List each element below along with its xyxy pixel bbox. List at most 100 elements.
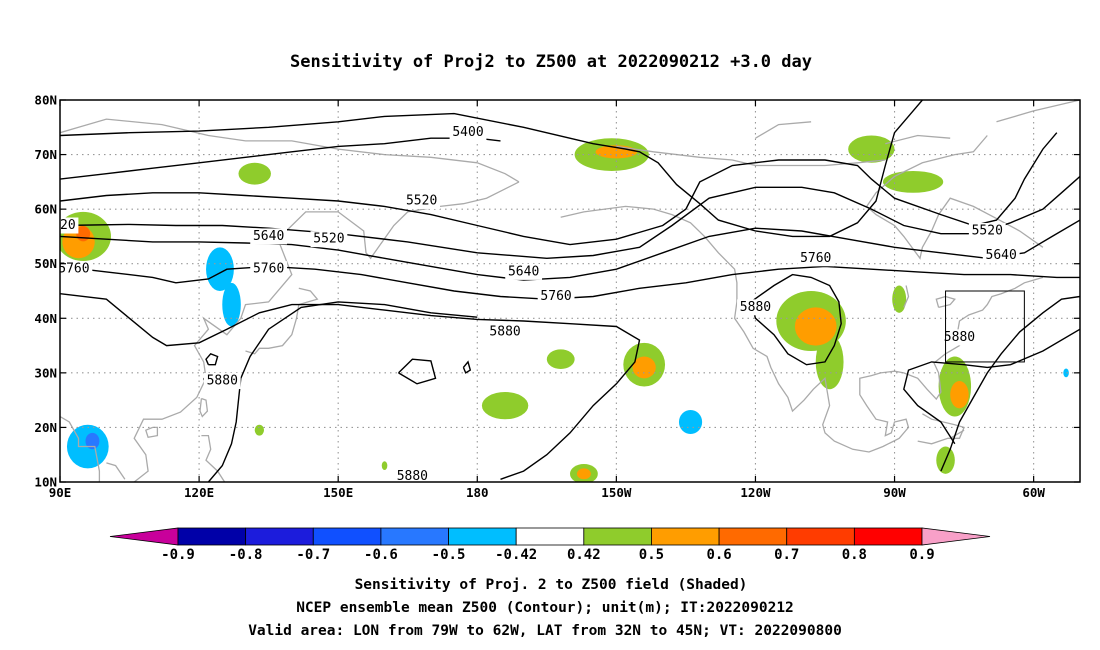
contour-label-bg: [737, 299, 774, 316]
colorbar-label-1: -0.8: [229, 547, 263, 563]
y-tick-label-7: 80N: [34, 93, 57, 108]
shade-region-27: [381, 461, 388, 470]
contour-label-bg: [486, 323, 524, 340]
coastline-11: [755, 121, 812, 139]
contour-label-3: 5520: [313, 232, 344, 247]
shade-region-7: [85, 432, 100, 450]
x-tick-label-7: 60W: [1022, 485, 1045, 500]
x-tick-label-2: 150E: [323, 485, 353, 500]
caption-line-1: Sensitivity of Proj. 2 to Z500 field (Sh…: [355, 577, 748, 593]
shade-region-14: [794, 307, 837, 346]
contour-label-1: 5520: [406, 193, 437, 208]
colorbar-label-10: 0.8: [842, 547, 867, 563]
shade-region-5: [222, 282, 241, 327]
colorbar-label-4: -0.5: [432, 547, 466, 563]
contour-line-7: [207, 301, 478, 482]
coastline-16: [903, 285, 910, 308]
colorbar-label-8: 0.6: [706, 547, 731, 563]
coastline-15: [935, 295, 956, 309]
contour-label-bg: [60, 217, 79, 234]
x-tick-label-3: 180: [466, 485, 489, 500]
contour-label-7: 5640: [986, 248, 1017, 263]
x-axis-ticks: 90E 120E 150E 180 150W 120W 90W 60W: [49, 100, 1045, 500]
contour-line-8: [750, 273, 842, 366]
contour-line-1: [60, 137, 501, 180]
shade-region-10: [848, 135, 895, 163]
coastline-5: [201, 434, 226, 482]
contour-label-bg: [449, 124, 487, 141]
contour-line-11: [205, 352, 219, 366]
y-tick-label-3: 40N: [34, 311, 57, 326]
contour-label-bg: [310, 231, 348, 248]
caption-line-2: NCEP ensemble mean Z500 (Contour); unit(…: [296, 600, 794, 616]
shade-region-22: [481, 391, 529, 420]
x-tick-label-4: 150W: [601, 485, 632, 500]
contour-label-5: 5640: [253, 229, 284, 244]
contour-label-bg: [982, 247, 1020, 264]
coastline-9: [996, 100, 1080, 123]
colorbar-box-6: [583, 527, 652, 546]
contour-line-13: [398, 358, 437, 385]
colorbar-arrow-high: [921, 527, 991, 546]
y-tick-label-0: 10N: [34, 475, 57, 490]
coastline-3: [245, 287, 319, 355]
y-tick-label-2: 30N: [34, 365, 57, 380]
y-tick-label-4: 50N: [34, 256, 57, 271]
contour-line-4: [60, 219, 1080, 281]
contour-label-bg: [250, 228, 288, 245]
colorbar-box-3: [380, 527, 449, 546]
contour-label-bg: [941, 329, 978, 346]
colorbar: -0.9 -0.8 -0.7 -0.6 -0.5 -0.42 0.42 0.5 0.6 0.7 0.…: [109, 527, 991, 563]
y-tick-label-1: 20N: [34, 420, 57, 435]
contour-label-bg: [60, 261, 93, 278]
contour-label-9: 5760: [253, 262, 284, 277]
y-tick-label-5: 60N: [34, 202, 57, 217]
colorbar-label-2: -0.7: [296, 547, 330, 563]
colorbar-box-10: [853, 527, 923, 546]
contour-label-14: 5880: [944, 330, 975, 345]
sensitivity-shading: [60, 135, 1069, 482]
colorbar-label-9: 0.7: [774, 547, 799, 563]
contour-label-2: 5520: [44, 218, 75, 233]
shade-region-13: [815, 334, 844, 390]
contour-label-4: 5520: [972, 223, 1003, 238]
colorbar-arrow-low: [109, 527, 179, 546]
x-tick-label-5: 120W: [740, 485, 771, 500]
contour-label-10: 5760: [540, 289, 571, 304]
y-axis-ticks: 10N 20N 30N 40N 50N 60N 70N 80N: [34, 93, 1080, 490]
coastline-4: [199, 397, 209, 418]
shade-region-17: [950, 381, 969, 409]
x-tick-label-1: 120E: [184, 485, 214, 500]
coastline-17: [106, 462, 126, 480]
contour-label-16: 5880: [397, 469, 428, 484]
contour-label-15: 5880: [207, 374, 238, 389]
x-tick-label-0: 90E: [49, 485, 72, 500]
valid-area-box: [945, 290, 1025, 363]
coastline-13: [917, 413, 965, 445]
colorbar-label-0: -0.9: [161, 547, 195, 563]
coastlines: [60, 100, 1080, 482]
caption-line-3: Valid area: LON from 79W to 62W, LAT fro…: [248, 623, 842, 639]
y-tick-label-6: 70N: [34, 147, 57, 162]
contour-label-bg: [537, 288, 575, 305]
shade-region-4: [206, 247, 234, 291]
contour-label-8: 5760: [58, 262, 89, 277]
contour-line-9: [940, 295, 1080, 472]
contour-label-bg: [250, 261, 288, 278]
contour-line-0: [60, 100, 923, 238]
shade-region-15: [892, 285, 907, 313]
contour-label-0: 5400: [452, 125, 483, 140]
colorbar-label-6: 0.42: [567, 547, 601, 563]
shade-region-23: [678, 409, 703, 434]
contour-label-bg: [797, 250, 835, 267]
colorbar-label-5: -0.42: [495, 547, 537, 563]
colorbar-box-2: [312, 527, 382, 546]
contour-label-bg: [393, 468, 431, 482]
contour-label-11: 5760: [800, 251, 831, 266]
colorbar-box-5: [515, 527, 585, 546]
x-tick-label-6: 90W: [883, 485, 906, 500]
contour-line-10: [903, 328, 1080, 445]
plot-frame: [59, 99, 1081, 483]
